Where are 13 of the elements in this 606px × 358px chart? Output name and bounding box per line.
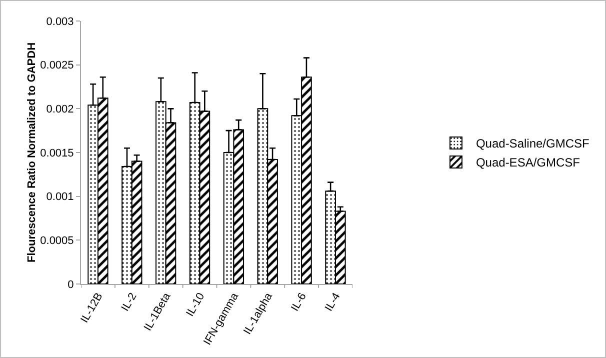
y-tick-label: 0.003 <box>46 16 74 28</box>
x-tick-label: IL-4 <box>322 290 343 314</box>
y-tick-label: 0.002 <box>46 104 74 116</box>
text: Quad-ESA/GMCSF <box>476 156 580 170</box>
y-tick-label: 0 <box>68 278 74 291</box>
y-tick-label: 0.0005 <box>40 235 74 248</box>
text: Quad-Saline/GMCSF <box>476 136 590 151</box>
x-tick-label: IL-6 <box>289 290 309 314</box>
y-tick-label: 0.0025 <box>40 60 74 72</box>
x-tick-label: IL-2 <box>119 290 140 314</box>
y-axis-title: Flourescence Ratio Normalized to GAPDH <box>26 42 38 263</box>
y-tick-label: 0.0015 <box>40 147 74 160</box>
y-tick-label: 0.001 <box>46 191 74 204</box>
